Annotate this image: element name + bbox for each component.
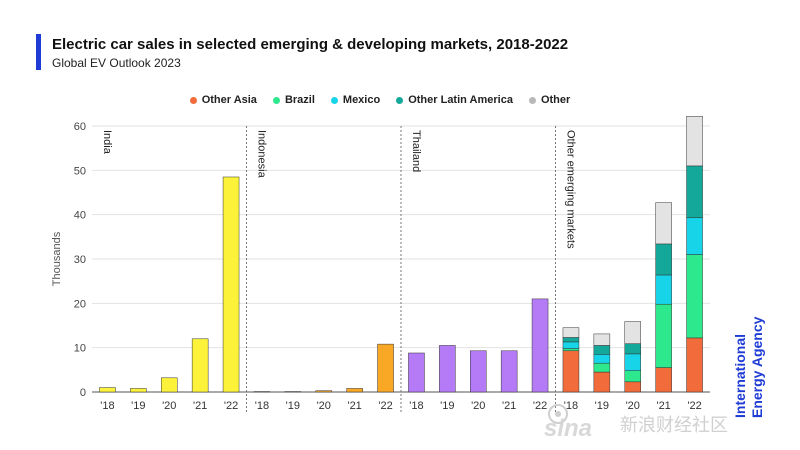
bar-segment xyxy=(655,303,672,368)
bar xyxy=(346,388,363,393)
group-label: India xyxy=(101,130,113,155)
legend-item-other-asia: Other Asia xyxy=(189,94,257,106)
bar-segment xyxy=(593,345,611,355)
bar-segment xyxy=(655,367,672,393)
iea-logo: International Energy Agency xyxy=(732,316,765,418)
legend-label: Brazil xyxy=(284,94,315,106)
x-tick-label: '20 xyxy=(317,400,331,412)
bar xyxy=(377,343,394,393)
chart-legend: Other Asia Brazil Mexico Other Latin Ame… xyxy=(0,94,760,106)
x-tick-label: '21 xyxy=(193,400,207,412)
bar-segment xyxy=(593,333,611,346)
y-axis-label: Thousands xyxy=(51,231,63,286)
x-tick-label: '22 xyxy=(533,400,547,412)
bar-segment xyxy=(624,370,641,383)
x-tick-label: '21 xyxy=(347,400,361,412)
bar xyxy=(439,345,456,393)
legend-swatch-other xyxy=(528,96,536,104)
bar xyxy=(130,388,147,393)
bar xyxy=(531,298,549,393)
logo-line-2: Energy Agency xyxy=(749,316,765,418)
legend-swatch-mexico xyxy=(330,96,338,104)
bar xyxy=(315,390,332,393)
watermark-eye-icon xyxy=(548,404,568,424)
x-tick-label: '21 xyxy=(502,400,516,412)
y-tick-label: 40 xyxy=(74,210,86,222)
y-tick-label: 20 xyxy=(74,298,86,310)
bar-segment xyxy=(655,202,672,245)
x-tick-label: '20 xyxy=(626,400,640,412)
sina-watermark: sina 新浪财经社区 xyxy=(544,404,728,442)
legend-label: Other xyxy=(540,94,571,106)
legend-label: Other Latin America xyxy=(408,94,513,106)
legend-swatch-brazil xyxy=(272,96,280,104)
legend-swatch-other-asia xyxy=(189,96,197,104)
bar-segment xyxy=(593,362,611,373)
x-tick-label: '20 xyxy=(471,400,485,412)
watermark-brand: sina xyxy=(544,415,592,442)
bar xyxy=(500,350,518,393)
x-tick-label: '20 xyxy=(162,400,176,412)
bar-segment xyxy=(655,243,672,276)
logo-line-1: International xyxy=(732,334,748,418)
x-tick-label: '22 xyxy=(378,400,392,412)
bar-segment xyxy=(562,341,580,349)
watermark-cn: 新浪财经社区 xyxy=(620,415,728,436)
bar-segment xyxy=(624,353,641,371)
bar-segment xyxy=(562,337,580,343)
bar-segment xyxy=(686,337,703,393)
legend-label: Other Asia xyxy=(201,94,257,106)
bar xyxy=(408,352,425,393)
chart-title: Electric car sales in selected emerging … xyxy=(52,36,569,53)
bar xyxy=(222,176,240,393)
x-tick-label: '22 xyxy=(224,400,238,412)
bar-segment xyxy=(562,348,580,352)
bar-segment xyxy=(624,381,641,393)
bar-segment xyxy=(593,354,611,364)
group-label: Indonesia xyxy=(256,130,268,179)
bar xyxy=(191,338,209,393)
legend-swatch-other-latin-america xyxy=(396,96,404,104)
bar xyxy=(161,377,178,393)
title-accent-bar xyxy=(36,34,41,70)
legend-item-brazil: Brazil xyxy=(272,94,315,106)
bar-segment xyxy=(686,115,703,167)
bar-segment xyxy=(624,343,641,355)
x-tick-label: '19 xyxy=(440,400,454,412)
bar-segment xyxy=(686,165,703,219)
x-tick-label: '19 xyxy=(595,400,609,412)
y-tick-label: 50 xyxy=(74,165,86,177)
y-tick-label: 30 xyxy=(74,254,86,266)
bar-segment xyxy=(562,327,580,338)
bar-segment xyxy=(562,350,580,393)
bar-segment xyxy=(686,254,703,339)
legend-item-other: Other xyxy=(528,94,571,106)
y-tick-label: 60 xyxy=(74,121,86,133)
bar-segment xyxy=(593,371,611,393)
legend-item-mexico: Mexico xyxy=(330,94,381,106)
group-label: Thailand xyxy=(410,130,422,172)
x-tick-label: '21 xyxy=(656,400,670,412)
group-label: Other emerging markets xyxy=(565,130,577,249)
x-tick-label: '19 xyxy=(131,400,145,412)
bar xyxy=(470,350,487,393)
watermark-pupil-icon xyxy=(555,411,561,417)
bar xyxy=(99,387,116,393)
x-tick-label: '18 xyxy=(564,400,578,412)
y-tick-label: 10 xyxy=(74,343,86,355)
y-tick-label: 0 xyxy=(80,387,86,399)
x-tick-label: '22 xyxy=(687,400,701,412)
x-tick-label: '18 xyxy=(255,400,269,412)
bar-segment xyxy=(655,274,672,305)
x-tick-label: '19 xyxy=(286,400,300,412)
bar-segment xyxy=(686,217,703,255)
x-tick-label: '18 xyxy=(409,400,423,412)
bar-segment xyxy=(624,321,641,344)
x-tick-label: '18 xyxy=(100,400,114,412)
chart-subtitle: Global EV Outlook 2023 xyxy=(52,56,181,70)
legend-label: Mexico xyxy=(342,94,381,106)
legend-item-other-latin-america: Other Latin America xyxy=(396,94,513,106)
